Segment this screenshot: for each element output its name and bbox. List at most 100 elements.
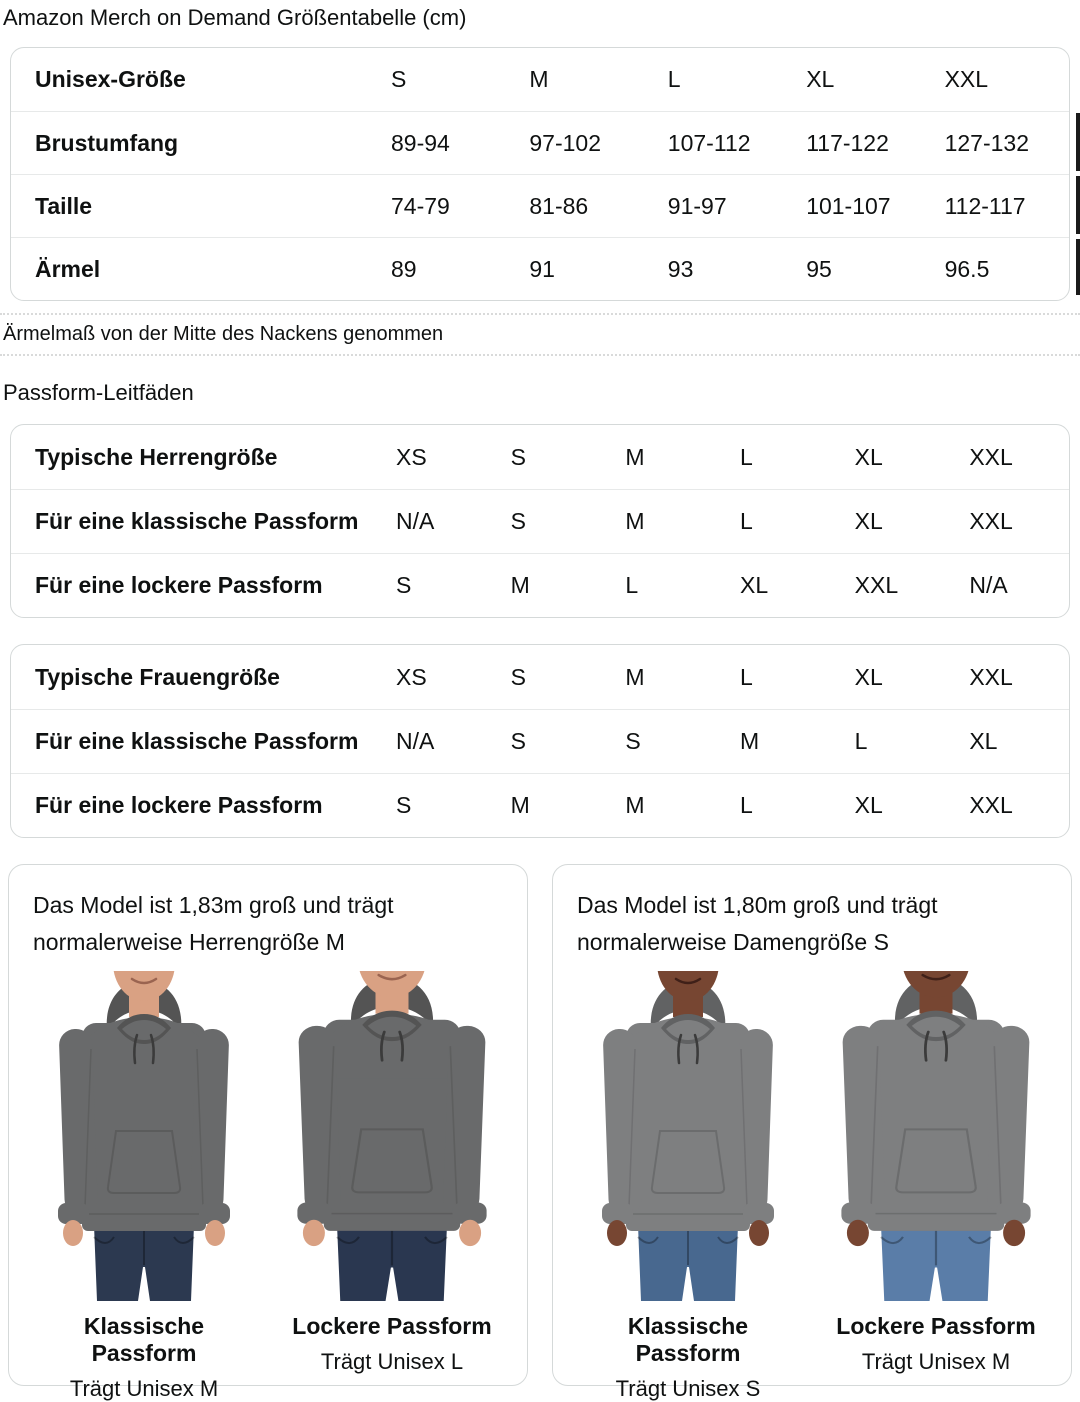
table-cell: M bbox=[510, 572, 530, 598]
caption-loose-fit: Lockere Passform Trägt Unisex L bbox=[281, 1313, 503, 1402]
table-cell: 89 bbox=[391, 255, 417, 282]
size-label: Trägt Unisex L bbox=[320, 1349, 464, 1374]
hoodie-model-figure bbox=[296, 971, 488, 1301]
caption-classic-fit: Klassische Passform Trägt Unisex S bbox=[577, 1313, 799, 1402]
model-description: Das Model ist 1,80m groß und trägt norma… bbox=[577, 892, 938, 955]
table-cell: XXL bbox=[969, 663, 1013, 690]
table-cell: XS bbox=[396, 663, 427, 690]
table-cell: XL bbox=[854, 663, 883, 690]
table-cell: 101-107 bbox=[806, 192, 891, 219]
table-cell: 74-79 bbox=[391, 192, 450, 219]
table-cell: S bbox=[510, 508, 526, 534]
table-row: Für eine klassische Passform N/A S S M L XL bbox=[11, 709, 1069, 773]
womens-fit-table: Typische Frauengröße XS S M L XL XXL Für eine k… bbox=[10, 644, 1070, 838]
table-cell: S bbox=[510, 728, 526, 754]
caption-loose-fit: Lockere Passform Trägt Unisex M bbox=[825, 1313, 1047, 1402]
table-cell: XL bbox=[854, 443, 883, 470]
table-cell: XL bbox=[854, 508, 883, 534]
model-card-women: Das Model ist 1,80m groß und trägt norma… bbox=[552, 864, 1072, 1401]
table-cell: S bbox=[510, 663, 526, 690]
fit-label: Lockere Passform bbox=[292, 1313, 492, 1339]
table-cell: M bbox=[625, 508, 645, 534]
table-cell: N/A bbox=[396, 728, 435, 754]
caption-classic-fit: Klassische Passform Trägt Unisex M bbox=[33, 1313, 255, 1402]
table-cell: L bbox=[667, 66, 681, 92]
table-cell: L bbox=[739, 443, 753, 470]
table-cell: S bbox=[391, 66, 407, 92]
mens-fit-table: Typische Herrengröße XS S M L XL XXL Für eine k… bbox=[10, 424, 1070, 618]
table-cell: S bbox=[510, 443, 526, 470]
table-cell: M bbox=[529, 66, 549, 92]
page-title: Amazon Merch on Demand Größentabelle (cm… bbox=[3, 5, 467, 30]
table-row: Unisex-Größe S M L XL XXL bbox=[11, 48, 1069, 111]
table-cell: M bbox=[625, 663, 645, 690]
table-cell: 91 bbox=[529, 255, 555, 282]
table-cell: L bbox=[625, 572, 639, 598]
table-row: Für eine lockere Passform S M M L XL XXL bbox=[11, 773, 1069, 837]
table-cell: XXL bbox=[969, 508, 1013, 534]
hoodie-model-figure bbox=[840, 971, 1032, 1301]
table-cell: L bbox=[854, 728, 868, 754]
row-label: Unisex-Größe bbox=[35, 66, 186, 92]
clipped-column-sliver bbox=[1076, 176, 1080, 234]
table-cell: M bbox=[625, 443, 645, 470]
fit-label: Klassische Passform bbox=[83, 1313, 205, 1366]
hoodie-model-figure bbox=[56, 971, 232, 1301]
table-cell: M bbox=[510, 792, 530, 818]
table-cell: L bbox=[739, 663, 753, 690]
table-cell: 96.5 bbox=[944, 255, 990, 282]
table-cell: 91-97 bbox=[667, 192, 727, 219]
table-cell: XL bbox=[969, 728, 998, 754]
table-cell: 97-102 bbox=[529, 129, 602, 156]
clipped-column-sliver bbox=[1076, 113, 1080, 171]
table-cell: XL bbox=[806, 66, 835, 92]
model-description: Das Model ist 1,83m groß und trägt norma… bbox=[33, 892, 394, 955]
photo-captions: Klassische Passform Trägt Unisex M Locke… bbox=[9, 1313, 527, 1402]
table-cell: XS bbox=[396, 443, 427, 470]
dotted-divider bbox=[0, 313, 1080, 315]
model-photo-loose-fit bbox=[281, 971, 503, 1301]
table-cell: 81-86 bbox=[529, 192, 589, 219]
table-cell: 127-132 bbox=[944, 129, 1030, 156]
fit-label: Lockere Passform bbox=[836, 1313, 1036, 1339]
table-cell: L bbox=[739, 508, 753, 534]
table-row: Typische Herrengröße XS S M L XL XXL bbox=[11, 425, 1069, 489]
table-row: Für eine lockere Passform S M L XL XXL N/A bbox=[11, 553, 1069, 617]
row-label: Für eine klassische Passform bbox=[35, 508, 359, 534]
table-cell: M bbox=[739, 728, 760, 754]
table-cell: XL bbox=[739, 572, 769, 598]
fit-label: Klassische Passform bbox=[627, 1313, 749, 1366]
dotted-divider bbox=[0, 354, 1080, 356]
table-cell: N/A bbox=[969, 572, 1008, 598]
row-label: Für eine klassische Passform bbox=[35, 728, 359, 754]
model-photo-classic-fit bbox=[33, 971, 255, 1301]
table-cell: XXL bbox=[944, 66, 989, 92]
size-label: Trägt Unisex M bbox=[861, 1349, 1011, 1374]
sleeve-measurement-note: Ärmelmaß von der Mitte des Nackens genom… bbox=[3, 323, 444, 345]
table-cell: S bbox=[625, 728, 641, 754]
hoodie-model-figure bbox=[600, 971, 776, 1301]
table-row: Brustumfang 89-94 97-102 107-112 117-122 127-… bbox=[11, 111, 1069, 174]
row-label: Für eine lockere Passform bbox=[35, 572, 323, 598]
row-label: Ärmel bbox=[35, 255, 101, 282]
model-photos bbox=[553, 971, 1071, 1301]
table-cell: XXL bbox=[854, 572, 899, 598]
photo-captions: Klassische Passform Trägt Unisex S Locke… bbox=[553, 1313, 1071, 1402]
row-label: Brustumfang bbox=[35, 129, 179, 156]
size-label: Trägt Unisex M bbox=[69, 1376, 219, 1401]
size-table: Unisex-Größe S M L XL XXL Brustumfang 89-94 97-1… bbox=[10, 47, 1070, 301]
fit-guides-heading: Passform-Leitfäden bbox=[3, 380, 194, 405]
table-cell: S bbox=[396, 792, 412, 818]
table-cell: S bbox=[396, 572, 412, 598]
table-cell: XXL bbox=[969, 792, 1013, 818]
row-label: Typische Frauengröße bbox=[35, 663, 280, 690]
table-row: Für eine klassische Passform N/A S M L XL XXL bbox=[11, 489, 1069, 553]
row-label: Für eine lockere Passform bbox=[35, 792, 323, 818]
table-cell: N/A bbox=[396, 508, 435, 534]
clipped-column-sliver bbox=[1076, 239, 1080, 295]
model-cards: Das Model ist 1,83m groß und trägt norma… bbox=[8, 864, 1072, 1401]
model-photo-loose-fit bbox=[825, 971, 1047, 1301]
table-cell: M bbox=[625, 792, 645, 818]
table-cell: 112-117 bbox=[944, 192, 1026, 219]
model-photos bbox=[9, 971, 527, 1301]
